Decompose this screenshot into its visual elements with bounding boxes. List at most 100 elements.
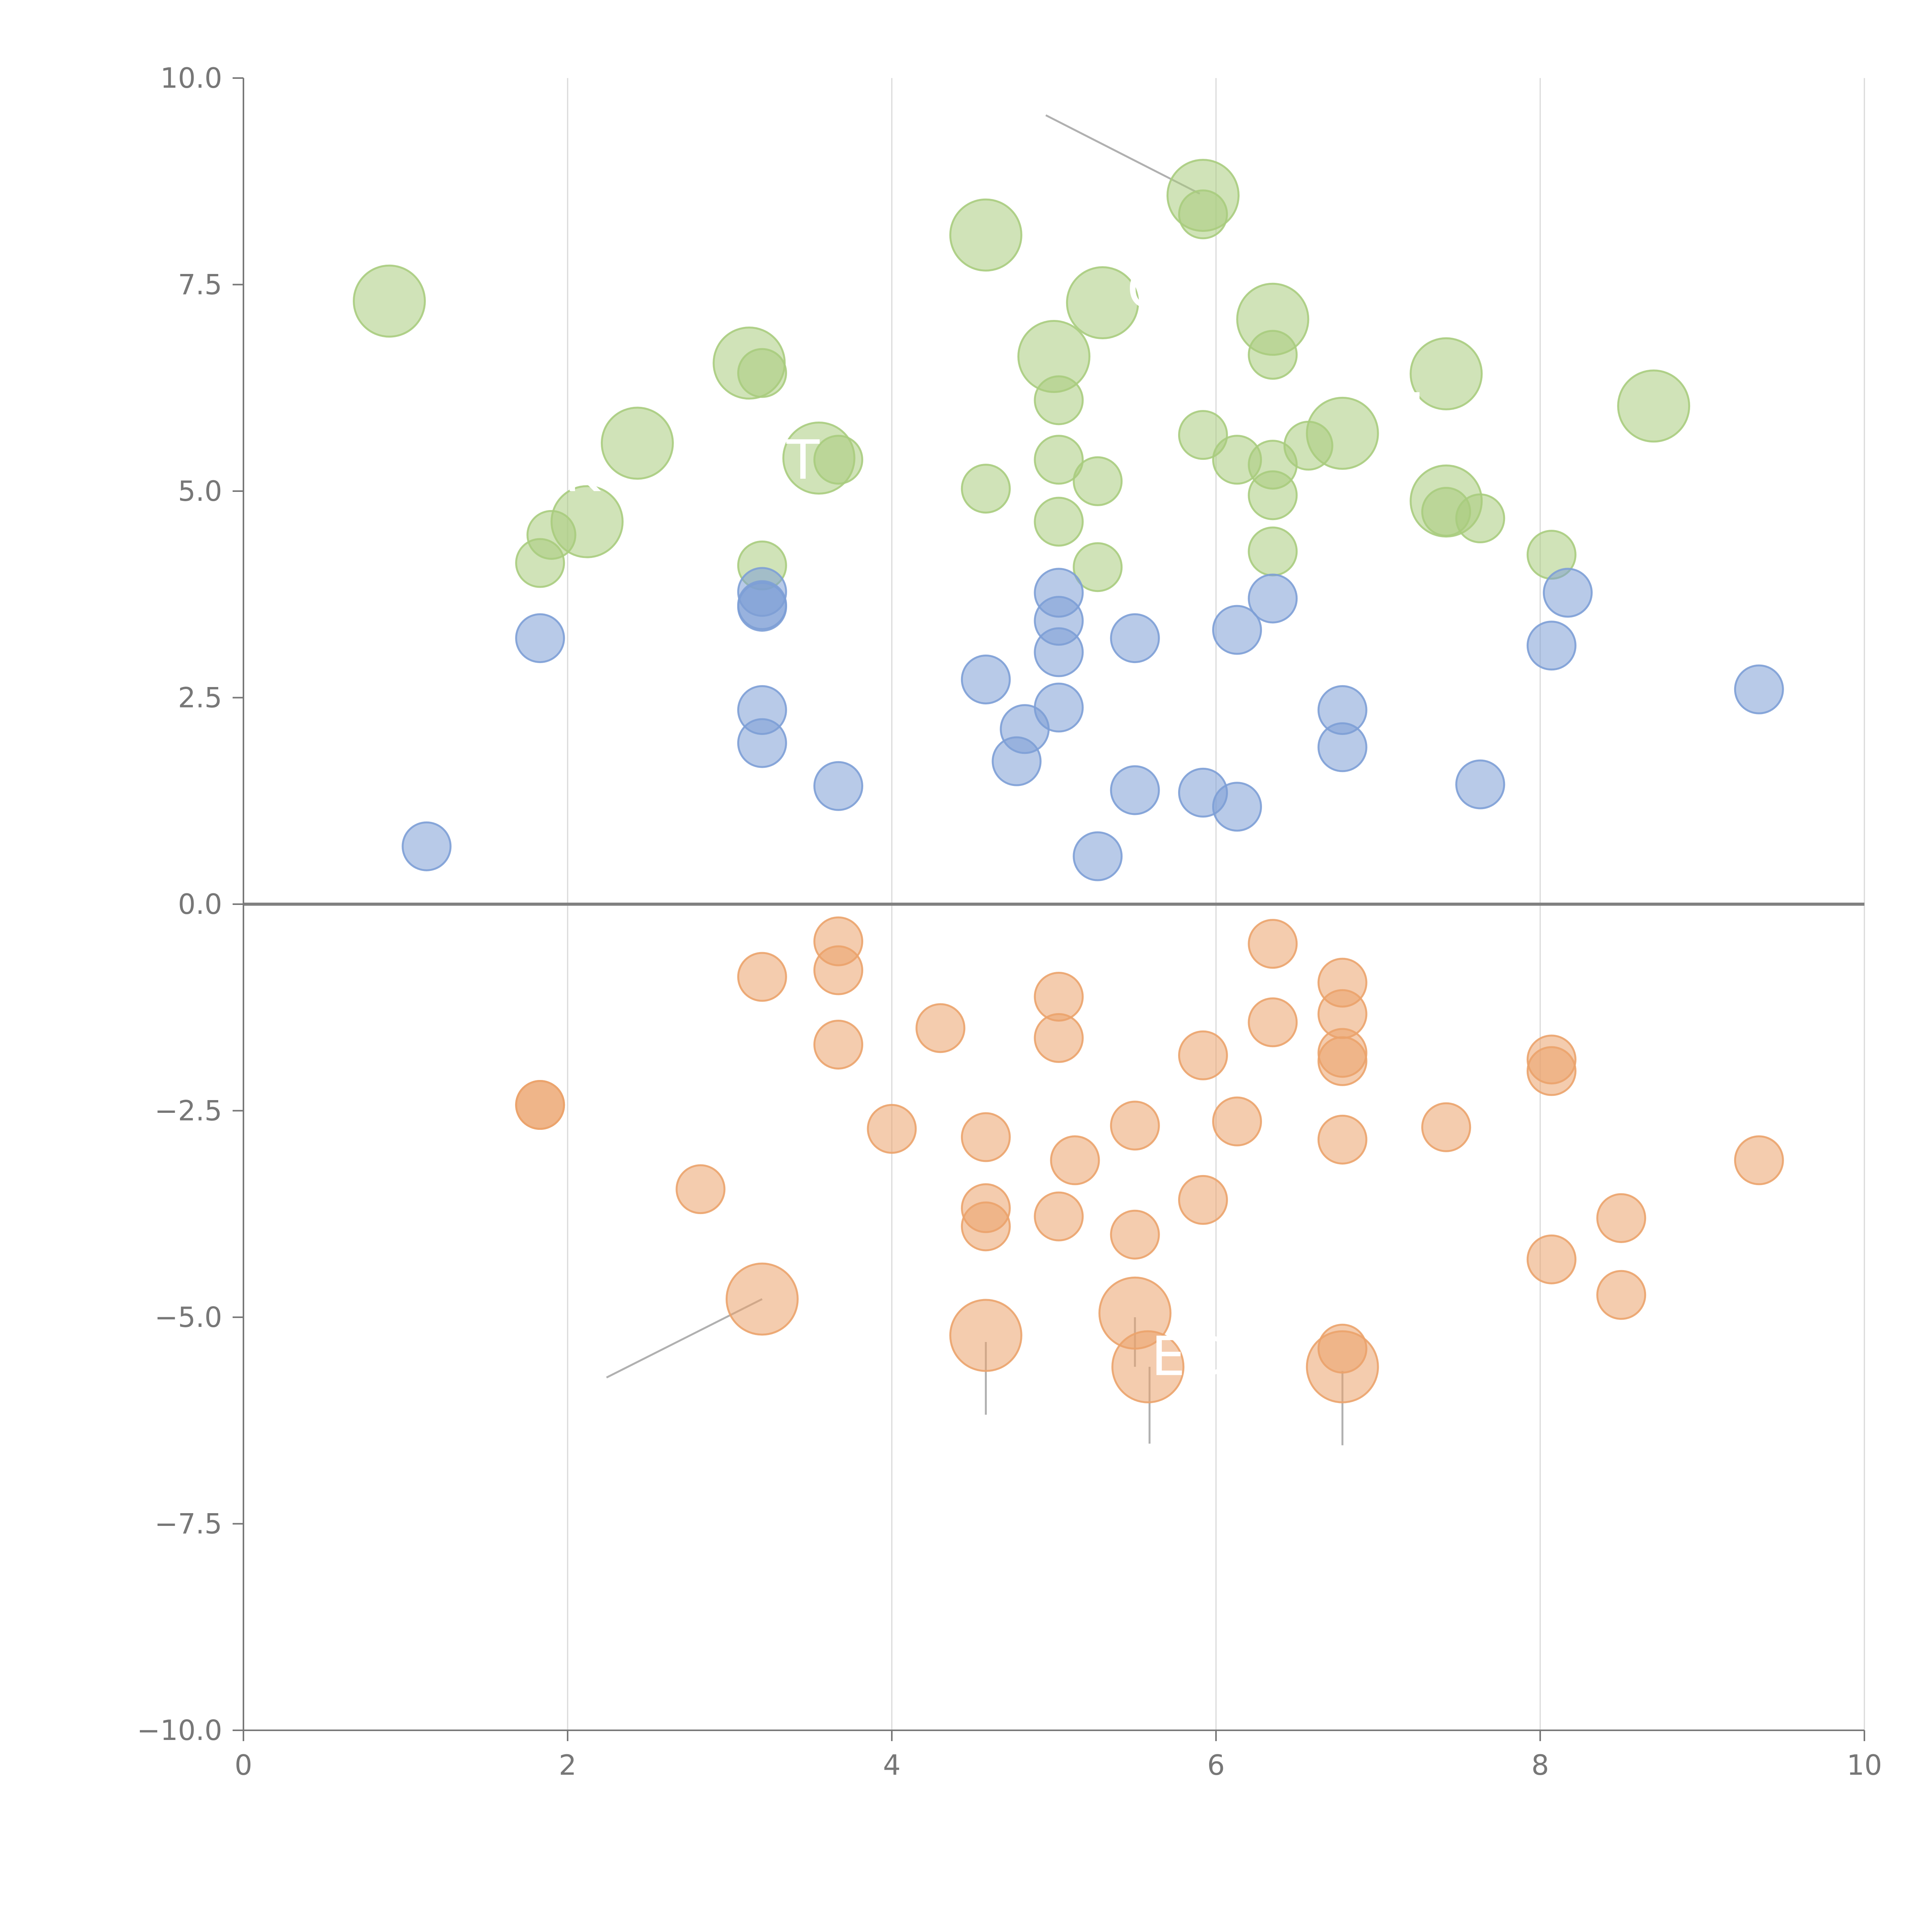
y-tick-label-8: −10.0 [137,1714,222,1747]
orange-lower-point-3 [737,952,787,1002]
blue-middle-point-1 [515,613,565,663]
annotation-label-5: T [786,429,820,492]
y-tick-labels: 10.0 7.5 5.0 2.5 0.0 −2.5 −5.0 −7.5 −10.0 [137,62,222,1747]
green-upper-point-22 [1034,497,1084,547]
green-upper-point-15 [526,510,577,560]
orange-lower-point-26 [1317,1036,1367,1086]
green-upper-point-31 [1248,526,1298,577]
x-tick-label-0: 0 [235,1749,252,1781]
green-upper-point-19 [961,464,1011,514]
data-points [353,159,1784,1403]
blue-middle-point-16 [1110,613,1160,663]
green-upper-point-28 [1248,330,1298,380]
green-upper-point-13 [1617,369,1690,443]
y-tick-label-1: 7.5 [178,269,222,301]
green-upper-point-5 [949,198,1022,272]
orange-lower-point-35 [1734,1135,1784,1185]
blue-middle-point-21 [1248,573,1298,624]
blue-middle-point-20 [1212,782,1262,832]
blue-middle-point-26 [1543,568,1593,618]
blue-middle-point-17 [1110,765,1160,815]
green-upper-point-11 [1410,337,1483,410]
orange-lower-point-19 [1178,1175,1228,1225]
blue-middle-point-4 [737,582,787,632]
orange-lower-point-17 [1110,1209,1160,1260]
x-tick-label-4: 8 [1531,1749,1549,1781]
x-tick-labels: 0 2 4 6 8 10 [235,1749,1882,1781]
annotation-label-3: M [1378,382,1425,445]
orange-lower-point-31 [1526,1046,1577,1096]
orange-lower-point-1 [515,1080,565,1130]
orange-lower-point-33 [1596,1193,1646,1243]
orange-lower-point-34 [1596,1270,1646,1320]
annotation-label-4: K [565,441,601,504]
blue-middle-point-25 [1526,621,1577,671]
orange-lower-point-36 [725,1262,799,1336]
green-upper-point-23 [1073,456,1123,506]
orange-lower-point-27 [1317,1114,1367,1165]
green-upper-point-18 [813,435,864,485]
x-tick-label-3: 6 [1207,1749,1225,1781]
orange-lower-point-20 [1212,1096,1262,1146]
blue-middle-point-13 [1034,627,1084,677]
tick-marks [233,77,1865,1741]
orange-lower-point-2 [675,1164,726,1214]
blue-middle-point-15 [1073,831,1123,881]
green-upper-point-32 [1283,420,1333,471]
orange-lower-point-29 [1421,1102,1471,1152]
annotations: E O GH M K T EC [402,129,1425,1388]
green-upper-point-26 [1178,410,1228,460]
green-upper-point-30 [1248,470,1298,520]
annotation-label-1: O [989,129,1032,192]
annotation-label-6: EC [1151,1325,1223,1388]
orange-lower-point-6 [813,1019,864,1070]
blue-middle-point-27 [1734,664,1784,714]
green-upper-point-1 [600,406,674,480]
orange-lower-point-15 [1050,1135,1100,1185]
blue-middle-point-8 [961,654,1011,704]
blue-middle-point-24 [1455,759,1505,810]
x-tick-label-5: 10 [1847,1749,1882,1781]
green-upper-point-25 [1178,189,1228,240]
green-upper-point-7 [1066,266,1139,340]
annotation-label-0: E [402,206,436,269]
orange-lower-point-16 [1110,1100,1160,1151]
y-tick-label-3: 2.5 [178,682,222,714]
orange-lower-point-32 [1526,1234,1577,1284]
orange-lower-point-5 [813,945,864,995]
y-tick-label-4: 0.0 [178,888,222,920]
y-tick-label-6: −5.0 [155,1301,222,1333]
orange-lower-point-8 [915,1003,966,1053]
green-upper-point-0 [353,264,426,338]
orange-lower-point-14 [1034,1191,1084,1242]
annotation-label-2: GH [1127,258,1209,321]
orange-lower-point-18 [1178,1030,1228,1080]
orange-lower-point-39 [1111,1330,1185,1403]
blue-middle-point-0 [401,821,452,871]
y-tick-label-2: 5.0 [178,475,222,507]
green-upper-point-34 [1455,493,1505,544]
blue-middle-point-14 [1034,682,1084,733]
blue-middle-point-19 [1212,605,1262,655]
orange-lower-point-9 [961,1112,1011,1162]
y-tick-label-7: −7.5 [155,1508,222,1540]
green-upper-point-20 [1034,375,1084,425]
x-tick-label-2: 4 [883,1749,901,1781]
orange-lower-point-13 [1034,1013,1084,1063]
green-upper-point-24 [1073,542,1123,592]
blue-middle-point-6 [737,718,787,768]
orange-lower-point-37 [949,1299,1022,1372]
blue-middle-point-23 [1317,722,1367,772]
orange-lower-point-40 [1306,1330,1379,1403]
green-upper-point-16 [737,348,787,398]
blue-middle-point-7 [813,761,864,811]
y-tick-label-0: 10.0 [160,62,222,94]
green-upper-point-21 [1034,435,1084,485]
y-tick-label-5: −2.5 [155,1095,222,1127]
x-tick-label-1: 2 [559,1749,577,1781]
orange-lower-point-7 [867,1104,917,1154]
orange-lower-point-11 [961,1201,1011,1252]
orange-lower-point-22 [1248,997,1298,1048]
orange-lower-point-21 [1248,919,1298,969]
